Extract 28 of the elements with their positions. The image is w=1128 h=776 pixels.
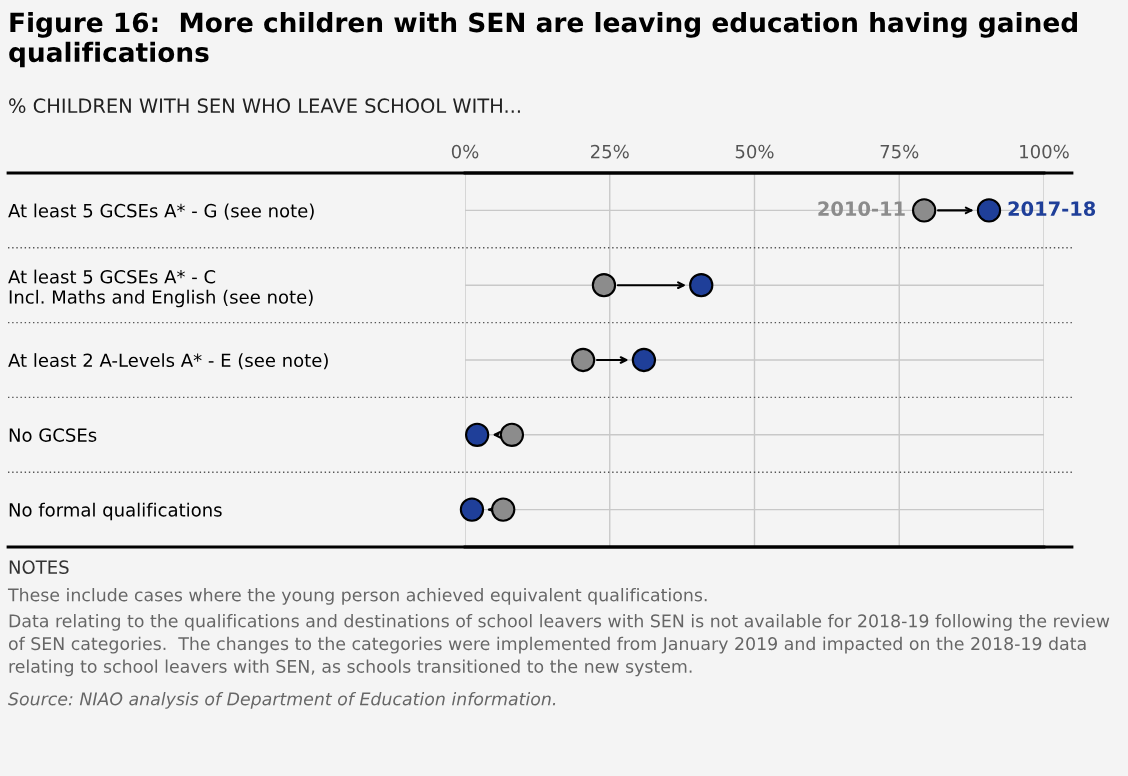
y-tick-label: No formal qualifications (9, 502, 222, 521)
point (976, 198, 1002, 223)
point (459, 497, 485, 522)
point (499, 422, 525, 447)
source-note: Source: NIAO analysis of Department of Education information. (8, 692, 556, 709)
legend-label: 2017-18 (1008, 201, 1096, 217)
text: NOTES (9, 560, 69, 574)
text: Data relating to the qualifications and destinations of school leavers with SEN is not available for 2018-19 following the review of SEN categories. The changes to the categories were implemented from January 2019 and impacted on the 2018-19 data relating to school leavers with SEN, as schools transitioned to the new system. (8, 614, 1110, 677)
point (689, 273, 714, 298)
x-tick-label: 0% (451, 144, 479, 159)
point (491, 497, 516, 522)
point (912, 198, 937, 223)
series-label: 2010-11 (818, 201, 905, 217)
point (591, 273, 617, 298)
x-tick-label: 100% (1020, 144, 1069, 159)
point (465, 422, 490, 447)
point (631, 347, 657, 373)
y-tick-label: At least 5 GCSEs A* - G (see note) (8, 203, 314, 220)
x-tick-label: 50% (735, 144, 774, 159)
y-tick-label: No GCSEs (9, 428, 97, 442)
text: These include cases where the young person achieved equivalent qualifications. (7, 588, 707, 605)
chart-title: Figure 16: More children with SEN are leaving education having gained qualifications (9, 12, 1077, 68)
x-tick-label: 25% (591, 144, 629, 159)
text: % CHILDREN WITH SEN WHO LEAVE SCHOOL WITH... (9, 98, 520, 114)
y-tick-label: At least 2 A-Levels A* - E (see note) (8, 353, 328, 370)
x-tick-label: 75% (880, 144, 919, 159)
y-tick-label: At least 5 GCSEs A* - C Incl. Maths and English (see note) (8, 269, 313, 308)
point (570, 347, 596, 373)
